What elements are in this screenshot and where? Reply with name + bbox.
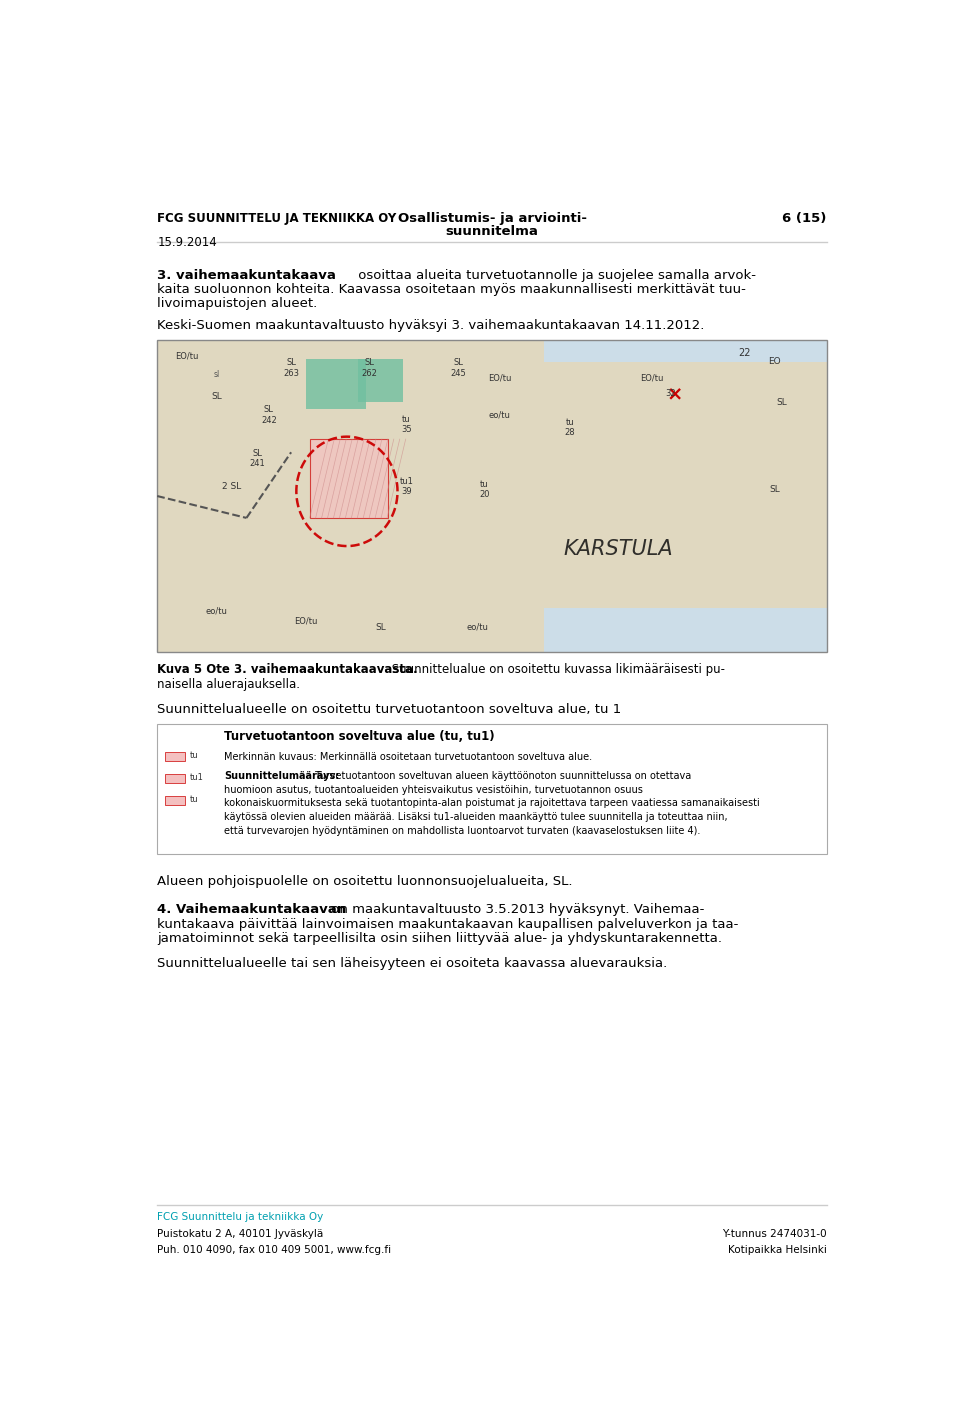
Text: livoimapuistojen alueet.: livoimapuistojen alueet. [157,297,318,310]
Text: 6 (15): 6 (15) [782,212,827,225]
Text: 15.9.2014: 15.9.2014 [157,236,217,249]
Text: kokonaiskuormituksesta sekä tuotantopinta-alan poistumat ja rajoitettava tarpeen: kokonaiskuormituksesta sekä tuotantopint… [225,799,760,809]
FancyBboxPatch shape [165,774,185,783]
Text: EO/tu: EO/tu [488,374,511,382]
Text: SL
262: SL 262 [361,358,377,378]
Text: SL: SL [375,622,386,631]
Text: eo/tu: eo/tu [205,607,228,615]
Text: on maakuntavaltuusto 3.5.2013 hyväksynyt. Vaihemaa-: on maakuntavaltuusto 3.5.2013 hyväksynyt… [326,904,705,917]
Text: SL
242: SL 242 [261,405,276,425]
Text: Turvetuotantoon soveltuvan alueen käyttöönoton suunnittelussa on otettava: Turvetuotantoon soveltuvan alueen käyttö… [312,772,691,782]
Text: Alueen pohjoispuolelle on osoitettu luonnonsuojelualueita, SL.: Alueen pohjoispuolelle on osoitettu luon… [157,875,573,888]
FancyBboxPatch shape [165,752,185,760]
FancyBboxPatch shape [157,340,827,652]
FancyBboxPatch shape [165,796,185,804]
Text: kaita suoluonnon kohteita. Kaavassa osoitetaan myös maakunnallisesti merkittävät: kaita suoluonnon kohteita. Kaavassa osoi… [157,283,746,296]
Text: että turvevarojen hyödyntäminen on mahdollista luontoarvot turvaten (kaavaselost: että turvevarojen hyödyntäminen on mahdo… [225,826,701,836]
Text: eo/tu: eo/tu [467,622,488,631]
Text: Suunnittelualueelle tai sen läheisyyteen ei osoiteta kaavassa aluevarauksia.: Suunnittelualueelle tai sen läheisyyteen… [157,958,667,971]
Text: tu1
39: tu1 39 [399,477,414,496]
Text: Suunnittelualue on osoitettu kuvassa likimääräisesti pu-: Suunnittelualue on osoitettu kuvassa lik… [388,664,725,676]
Text: Kotipaikka Helsinki: Kotipaikka Helsinki [728,1245,827,1255]
Text: SL: SL [777,398,787,406]
Text: FCG Suunnittelu ja tekniikka Oy: FCG Suunnittelu ja tekniikka Oy [157,1212,324,1222]
Text: EO/tu: EO/tu [295,617,318,625]
Text: osoittaa alueita turvetuotannolle ja suojelee samalla arvok-: osoittaa alueita turvetuotannolle ja suo… [354,269,756,281]
Text: Keski-Suomen maakuntavaltuusto hyväksyi 3. vaihemaakuntakaavan 14.11.2012.: Keski-Suomen maakuntavaltuusto hyväksyi … [157,318,705,331]
Text: Turvetuotantoon soveltuva alue (tu, tu1): Turvetuotantoon soveltuva alue (tu, tu1) [225,729,494,743]
Text: EO/tu: EO/tu [176,351,199,360]
FancyBboxPatch shape [310,439,388,517]
Text: tu
20: tu 20 [479,480,490,500]
Text: Puistokatu 2 A, 40101 Jyväskylä: Puistokatu 2 A, 40101 Jyväskylä [157,1229,324,1239]
Text: SL
263: SL 263 [283,358,300,378]
FancyBboxPatch shape [358,358,403,402]
Text: EO/tu: EO/tu [640,374,663,382]
Text: SL
245: SL 245 [450,358,467,378]
Text: 3. vaihemaakuntakaava: 3. vaihemaakuntakaava [157,269,336,281]
Text: 4. Vaihemaakuntakaavan: 4. Vaihemaakuntakaavan [157,904,347,917]
Text: tu
35: tu 35 [401,415,412,433]
Text: käytössä olevien alueiden määrää. Lisäksi tu1-alueiden maankäyttö tulee suunnite: käytössä olevien alueiden määrää. Lisäks… [225,813,728,823]
Text: 22: 22 [738,348,752,358]
Text: tu
28: tu 28 [564,418,575,438]
Text: eo/tu: eo/tu [489,411,511,419]
Text: Suunnittelualueelle on osoitettu turvetuotantoon soveltuva alue, tu 1: Suunnittelualueelle on osoitettu turvetu… [157,703,621,716]
Text: naisella aluerajauksella.: naisella aluerajauksella. [157,678,300,691]
Text: tu: tu [190,750,199,760]
FancyBboxPatch shape [157,725,827,854]
Text: Kuva 5 Ote 3. vaihemaakuntakaavasta.: Kuva 5 Ote 3. vaihemaakuntakaavasta. [157,664,418,676]
Text: Suunnittelumääräys:: Suunnittelumääräys: [225,772,340,782]
FancyBboxPatch shape [157,340,544,652]
Text: SL
241: SL 241 [250,449,266,469]
Text: SL: SL [211,392,222,401]
Text: ×: × [666,385,683,404]
Text: FCG SUUNNITTELU JA TEKNIIKKA OY: FCG SUUNNITTELU JA TEKNIIKKA OY [157,212,396,225]
Text: sl: sl [213,369,220,379]
Text: suunnitelma: suunnitelma [445,225,539,239]
Text: 2 SL: 2 SL [222,482,241,492]
Text: KARSTULA: KARSTULA [564,539,673,558]
Text: tu: tu [190,794,199,804]
Text: Osallistumis- ja arviointi-: Osallistumis- ja arviointi- [397,212,587,225]
Text: 32: 32 [665,388,676,398]
Text: kuntakaava päivittää lainvoimaisen maakuntakaavan kaupallisen palveluverkon ja t: kuntakaava päivittää lainvoimaisen maaku… [157,918,738,931]
Text: Merkinnän kuvaus: Merkinnällä osoitetaan turvetuotantoon soveltuva alue.: Merkinnän kuvaus: Merkinnällä osoitetaan… [225,752,592,762]
Text: Puh. 010 4090, fax 010 409 5001, www.fcg.fi: Puh. 010 4090, fax 010 409 5001, www.fcg… [157,1245,392,1255]
Text: EO: EO [768,358,781,367]
Text: tu1: tu1 [190,773,204,782]
Text: huomioon asutus, tuotantoalueiden yhteisvaikutus vesistöihin, turvetuotannon osu: huomioon asutus, tuotantoalueiden yhteis… [225,784,643,794]
Text: SL: SL [769,486,780,495]
Text: jamatoiminnot sekä tarpeellisilta osin siihen liittyvää alue- ja yhdyskuntaraken: jamatoiminnot sekä tarpeellisilta osin s… [157,932,722,945]
FancyBboxPatch shape [544,362,827,608]
Text: Y-tunnus 2474031-0: Y-tunnus 2474031-0 [722,1229,827,1239]
FancyBboxPatch shape [306,360,366,409]
